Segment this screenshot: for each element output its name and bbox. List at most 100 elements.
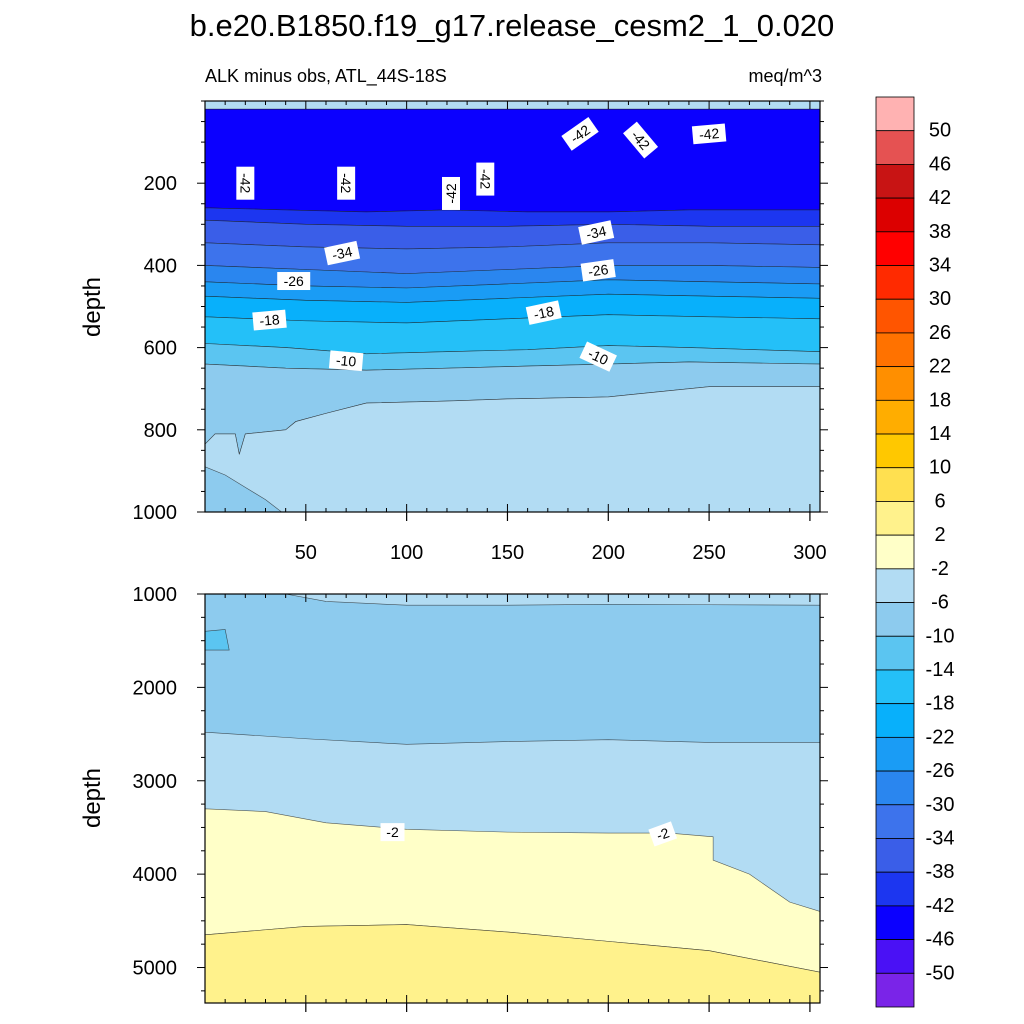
lower-contour-label-1: -2 (648, 821, 678, 847)
lower-contour-label-0: -2 (380, 823, 405, 842)
svg-text:-26: -26 (587, 261, 609, 280)
svg-text:-2: -2 (654, 824, 671, 843)
upper-contour-label-11: -18 (252, 309, 287, 331)
lower-contour-band-4 (205, 924, 820, 1003)
lower-y-tick-label: 4000 (133, 864, 178, 886)
colorbar-swatch (875, 635, 915, 671)
svg-text:-42: -42 (477, 169, 493, 189)
colorbar-level-label: -10 (926, 625, 955, 647)
colorbar-swatch (875, 703, 915, 738)
colorbar-swatch (875, 197, 915, 233)
svg-text:-42: -42 (237, 173, 253, 193)
upper-contour-label-1: -42 (337, 166, 356, 200)
upper-contour-band-12 (205, 386, 820, 512)
upper-contour-label-7: -34 (324, 240, 361, 266)
colorbar-swatch (875, 399, 915, 435)
upper-contour-label-14: -10 (579, 341, 617, 372)
upper-contour-label-3: -42 (476, 162, 495, 196)
upper-left-label: ALK minus obs, ATL_44S-18S (205, 66, 447, 87)
colorbar-level-label: -50 (926, 962, 955, 984)
colorbar-level-label: -30 (926, 794, 955, 816)
colorbar-level-label: -46 (926, 929, 955, 951)
svg-text:-18: -18 (532, 303, 555, 323)
colorbar-swatch (875, 231, 915, 266)
upper-y-tick-label: 200 (144, 173, 177, 195)
upper-x-tick-label: 250 (692, 542, 725, 564)
colorbar-level-label: -6 (931, 592, 949, 614)
lower-contour-band-1 (205, 594, 820, 745)
lower-y-tick-label: 5000 (133, 958, 178, 980)
colorbar-swatch (875, 265, 915, 300)
upper-contour-label-4: -42 (561, 117, 599, 151)
colorbar-level-label: 2 (934, 524, 945, 546)
upper-y-tick-label: 600 (144, 338, 177, 360)
colorbar-level-label: 38 (929, 221, 951, 243)
colorbar-level-label: 6 (934, 490, 945, 512)
colorbar-swatch (875, 770, 915, 806)
colorbar-level-label: 30 (929, 288, 951, 310)
colorbar-swatch (875, 804, 915, 839)
colorbar-level-label: 42 (929, 187, 951, 209)
upper-y-axis-label: depth (79, 277, 106, 337)
upper-units-label: meq/m^3 (749, 66, 822, 86)
svg-text:-2: -2 (386, 824, 399, 840)
colorbar: 50 46 42 38 34 30 26 22 18 14 10 6 2 -2 -6 -10 -14 -18 -22… (875, 96, 955, 1008)
upper-contour-band-2 (205, 108, 820, 213)
colorbar-swatch (875, 467, 915, 502)
colorbar-swatch (875, 366, 915, 401)
upper-contour-band-9 (205, 314, 820, 355)
upper-contour-label-2: -42 (442, 176, 460, 210)
colorbar-swatch (875, 433, 915, 469)
colorbar-swatch (875, 568, 915, 603)
upper-contour-label-10: -26 (580, 259, 616, 282)
colorbar-level-label: -18 (926, 693, 955, 715)
colorbar-swatch (875, 669, 915, 705)
lower-y-axis-label: depth (79, 768, 106, 828)
upper-y-tick-label: 400 (144, 255, 177, 277)
upper-contour-label-6: -42 (691, 123, 727, 145)
colorbar-level-label: 18 (929, 389, 951, 411)
colorbar-level-label: 34 (929, 255, 951, 277)
upper-contour-label-0: -42 (236, 166, 255, 200)
colorbar-swatch (875, 130, 915, 165)
upper-contour-label-13: -10 (328, 350, 364, 372)
colorbar-level-label: 26 (929, 322, 951, 344)
colorbar-level-label: -26 (926, 760, 955, 782)
upper-contour-label-8: -34 (578, 220, 615, 245)
svg-text:-26: -26 (284, 273, 304, 289)
colorbar-level-label: 14 (929, 423, 951, 445)
colorbar-swatch (875, 96, 915, 132)
upper-contour-label-12: -18 (525, 300, 562, 325)
colorbar-swatch (875, 838, 915, 873)
colorbar-swatch (875, 534, 915, 570)
colorbar-level-label: -2 (931, 558, 949, 580)
upper-x-tick-label: 200 (592, 542, 625, 564)
upper-x-tick-label: 50 (295, 542, 317, 564)
colorbar-level-label: 50 (929, 120, 951, 142)
colorbar-level-label: 10 (929, 457, 951, 479)
colorbar-level-label: -42 (926, 895, 955, 917)
upper-x-tick-label: 100 (390, 542, 423, 564)
colorbar-swatch (875, 905, 915, 940)
colorbar-swatch (875, 736, 915, 772)
upper-y-tick-label: 800 (144, 420, 177, 442)
upper-x-tick-label: 150 (491, 542, 524, 564)
colorbar-level-label: 22 (929, 356, 951, 378)
colorbar-swatch (875, 972, 915, 1008)
figure-title: b.e20.B1850.f19_g17.release_cesm2_1_0.02… (190, 8, 835, 43)
svg-text:-34: -34 (585, 223, 608, 243)
colorbar-swatch (875, 939, 915, 974)
colorbar-level-label: 46 (929, 153, 951, 175)
lower-y-tick-label: 1000 (133, 584, 178, 606)
upper-contour-band-13 (205, 466, 283, 512)
svg-text:-42: -42 (698, 125, 720, 143)
upper-x-tick-label: 300 (793, 542, 826, 564)
colorbar-swatch (875, 602, 915, 637)
lower-y-tick-label: 3000 (133, 771, 178, 793)
colorbar-swatch (875, 332, 915, 368)
svg-text:-18: -18 (259, 311, 281, 329)
colorbar-swatch (875, 298, 915, 334)
colorbar-level-label: -22 (926, 726, 955, 748)
svg-text:-34: -34 (331, 243, 354, 263)
